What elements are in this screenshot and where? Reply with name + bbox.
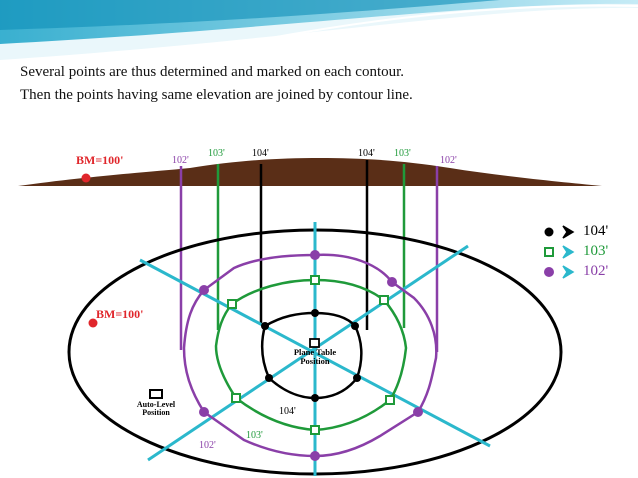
profile-label-102-right: 102' [440, 155, 457, 166]
plane-table-icon [309, 338, 320, 348]
auto-level-label-1: Auto-Level [137, 400, 176, 409]
legend-item-102: 102' [544, 263, 609, 279]
markers-102 [199, 250, 423, 461]
legend-label-103: 103' [583, 243, 609, 259]
legend-label-104: 104' [583, 223, 609, 239]
markers-103 [227, 275, 395, 435]
profile-label-103-right: 103' [394, 148, 411, 159]
legend-item-103: 103' [544, 243, 609, 259]
plane-table-label-2: Position [300, 356, 330, 366]
profile-label-102-left: 102' [172, 155, 189, 166]
plan-label-103: 103' [246, 430, 263, 441]
caption-line-2: Then the points having same elevation ar… [20, 87, 413, 103]
profile-benchmark-label: BM=100' [76, 153, 124, 167]
profile-label-103-left: 103' [208, 148, 225, 159]
profile-benchmark-marker [81, 173, 91, 183]
auto-level-label-2: Position [142, 408, 170, 417]
plan-label-104: 104' [279, 406, 296, 417]
ground-profile [18, 158, 602, 186]
markers-104 [261, 309, 361, 402]
profile-label-104-left: 104' [252, 148, 269, 159]
plan-benchmark-label: BM=100' [96, 307, 144, 321]
slide-header-waves [0, 0, 638, 60]
legend-item-104: 104' [544, 223, 609, 239]
caption-line-1: Several points are thus determined and m… [20, 64, 405, 80]
profile-label-104-right: 104' [358, 148, 375, 159]
legend-label-102: 102' [583, 263, 609, 279]
auto-level-icon [149, 389, 163, 399]
legend: 104' 103' 102' [544, 223, 609, 279]
plane-table-label-1: Plane Table [294, 347, 337, 357]
plan-label-102: 102' [199, 440, 216, 451]
plan-benchmark-marker [88, 318, 98, 328]
